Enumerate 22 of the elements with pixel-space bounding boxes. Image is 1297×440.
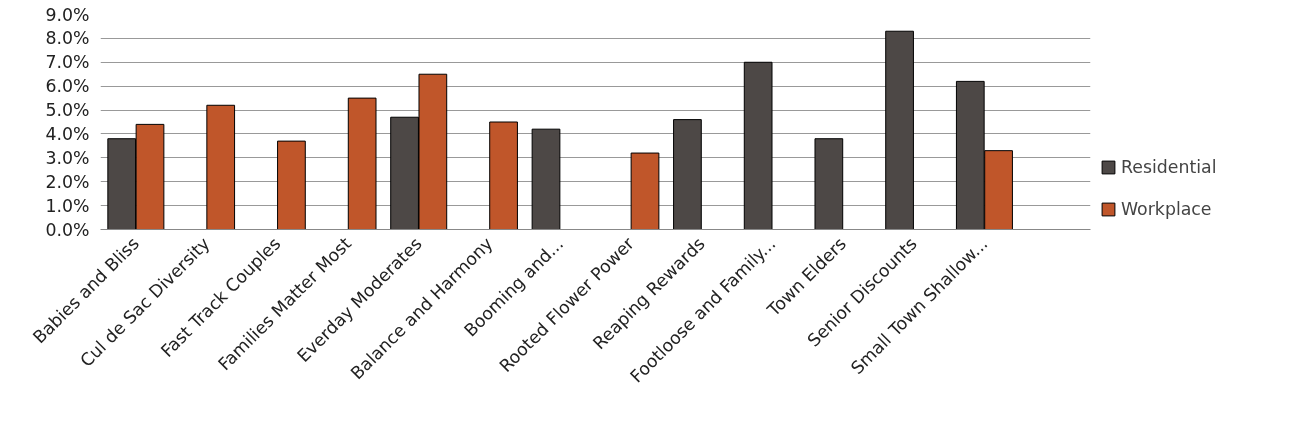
- y-tick-label: 7.0%: [45, 52, 90, 73]
- y-tick-label: 0.0%: [45, 219, 90, 240]
- bar: [885, 30, 914, 230]
- bar: [277, 140, 306, 230]
- y-tick-label: 8.0%: [45, 28, 90, 49]
- bar: [630, 152, 660, 230]
- y-tick-label: 4.0%: [45, 123, 90, 144]
- legend-label: Residential: [1121, 157, 1217, 177]
- bar: [814, 138, 844, 230]
- bar: [673, 119, 702, 230]
- y-tick-label: 9.0%: [45, 4, 90, 25]
- bar: [347, 97, 377, 230]
- legend-label: Workplace: [1121, 199, 1212, 219]
- bar: [206, 104, 236, 230]
- bar: [743, 61, 773, 230]
- y-tick-label: 2.0%: [45, 171, 90, 192]
- y-tick-label: 1.0%: [45, 195, 90, 216]
- y-tick-label: 5.0%: [45, 100, 90, 121]
- y-tick-label: 3.0%: [45, 147, 90, 168]
- y-tick-label: 6.0%: [45, 76, 90, 97]
- bar: [489, 121, 518, 230]
- bar: [531, 128, 561, 230]
